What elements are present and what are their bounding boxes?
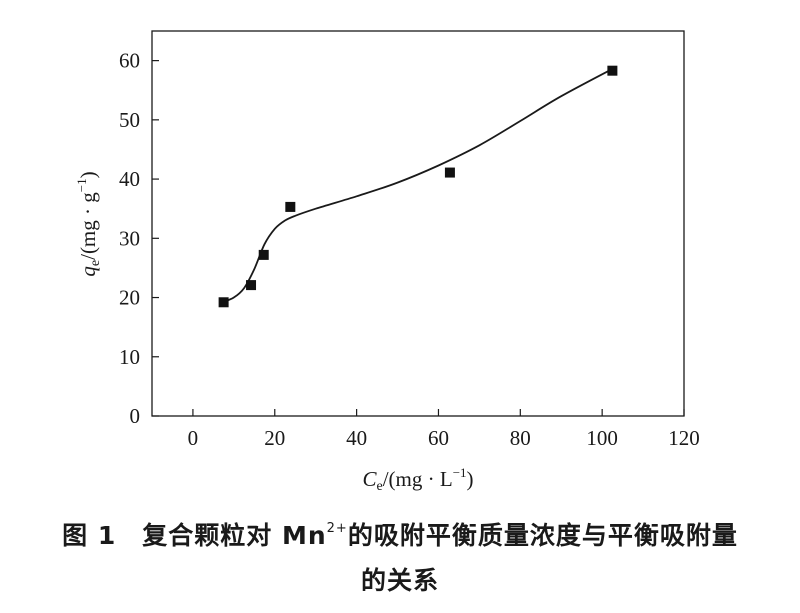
y-tick-label: 40 bbox=[119, 167, 140, 191]
y-tick-label: 0 bbox=[130, 404, 141, 428]
x-axis-ticks: 0 20 40 60 80 100 120 bbox=[188, 409, 700, 450]
plot-frame bbox=[151, 30, 685, 417]
y-tick-label: 20 bbox=[119, 286, 140, 310]
y-axis-ticks: 0 10 20 30 40 50 60 bbox=[119, 49, 159, 428]
x-tick-label: 80 bbox=[510, 426, 531, 450]
data-point bbox=[285, 201, 296, 212]
data-points bbox=[218, 65, 618, 308]
y-tick-label: 50 bbox=[119, 108, 140, 132]
x-axis-label: Ce/(mg · L−1) bbox=[362, 465, 473, 494]
y-tick-label: 30 bbox=[119, 226, 140, 250]
x-tick-label: 120 bbox=[668, 426, 700, 450]
caption-suffix: 的吸附平衡质量浓度与平衡吸附量 bbox=[347, 521, 738, 550]
chart: 0 20 40 60 80 100 120 0 10 20 30 40 50 60 Ce/(mg · L… bbox=[74, 30, 700, 494]
x-tick-label: 20 bbox=[264, 426, 285, 450]
caption-superscript: 2+ bbox=[326, 521, 348, 536]
data-point bbox=[258, 249, 269, 260]
data-point bbox=[607, 65, 618, 76]
y-tick-label: 60 bbox=[119, 49, 140, 73]
data-point bbox=[444, 167, 455, 178]
figure-caption-line-1: 图 1 复合颗粒对 Mn2+的吸附平衡质量浓度与平衡吸附量 bbox=[0, 516, 800, 552]
y-tick-label: 10 bbox=[119, 345, 140, 369]
fit-curve bbox=[223, 68, 613, 303]
caption-line2-text: 的关系 bbox=[360, 566, 439, 595]
data-point bbox=[218, 297, 229, 308]
x-tick-label: 100 bbox=[586, 426, 618, 450]
x-tick-label: 0 bbox=[188, 426, 199, 450]
caption-prefix: 图 1 复合颗粒对 Mn bbox=[62, 521, 327, 550]
data-point bbox=[246, 280, 257, 291]
x-tick-label: 60 bbox=[428, 426, 449, 450]
x-tick-label: 40 bbox=[346, 426, 367, 450]
y-axis-label: qe/(mg · g−1) bbox=[74, 171, 103, 276]
figure-caption-line-2: 的关系 bbox=[0, 561, 800, 597]
